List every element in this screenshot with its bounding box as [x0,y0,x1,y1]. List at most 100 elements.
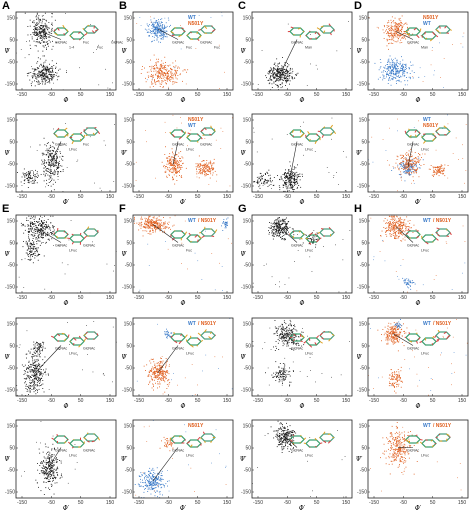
data-point [225,224,226,225]
data-point [163,76,164,77]
data-point [219,88,220,89]
data-point [406,64,407,65]
data-point [407,24,408,25]
data-point [400,18,401,19]
data-point [390,27,391,28]
data-point [211,17,212,18]
data-point [90,24,91,25]
data-point [65,274,66,275]
x-tick-label: 50 [195,295,201,301]
data-point [197,260,198,261]
data-point [462,144,463,145]
data-point [34,221,35,222]
data-point [441,173,442,174]
sugar-ring [70,32,84,39]
data-point [442,174,443,175]
data-point [44,226,45,227]
data-point [296,179,297,180]
data-point [278,78,279,79]
data-point [407,172,408,173]
data-point [401,25,402,26]
data-point [283,180,284,181]
data-point [46,60,47,61]
data-point [44,232,45,233]
data-point [163,63,164,64]
data-point [57,168,58,169]
data-point [37,27,38,28]
data-point [50,164,51,165]
data-point [156,81,157,82]
data-point [46,180,47,181]
data-point [282,232,283,233]
data-point [283,229,284,230]
data-point [22,185,23,186]
data-point [165,223,166,224]
data-point [258,84,259,85]
data-point [284,238,285,239]
data-point [300,176,301,177]
data-point [405,154,406,155]
data-point [279,226,280,227]
data-point [184,69,185,70]
data-point [155,74,156,75]
data-point [371,137,372,138]
data-point [41,160,42,161]
bond [212,236,215,237]
data-point [153,83,154,84]
data-point [316,65,317,66]
data-point [24,180,25,181]
data-point [142,219,143,220]
data-point [43,35,44,36]
data-point [32,76,33,77]
data-point [396,32,397,33]
data-point [33,172,34,173]
data-point [35,24,36,25]
data-point [38,76,39,77]
data-point [182,163,183,164]
data-point [151,22,152,23]
data-point [397,30,398,31]
data-point [228,218,229,219]
data-point [178,171,179,172]
data-point [405,23,406,24]
data-point [50,156,51,157]
data-point [24,173,25,174]
data-point [282,238,283,239]
data-point [48,169,49,170]
data-point [48,22,49,23]
data-point [202,172,203,173]
molecule-label: GlcNAc [55,143,67,147]
data-point [136,23,137,24]
data-point [276,78,277,79]
data-point [386,228,387,229]
x-tick-label: -50 [284,194,291,200]
data-point [391,170,392,171]
data-point [158,31,159,32]
data-point [167,223,168,224]
data-point [164,26,165,27]
data-point [160,70,161,71]
data-point [41,38,42,39]
data-point [157,76,158,77]
data-point [199,171,200,172]
data-point [29,241,30,242]
data-point [35,223,36,224]
data-point [55,72,56,73]
data-point [397,35,398,36]
data-point [171,71,172,72]
data-point [37,256,38,257]
data-point [156,218,157,219]
data-point [281,65,282,66]
data-point [154,222,155,223]
data-point [400,64,401,65]
data-point [268,73,269,74]
data-point [176,176,177,177]
data-point [41,221,42,222]
data-point [299,174,300,175]
data-point [50,159,51,160]
data-point [38,18,39,19]
data-point [436,150,437,151]
y-axis-label: Ψ′ [356,150,363,157]
data-point [178,67,179,68]
data-point [38,29,39,30]
